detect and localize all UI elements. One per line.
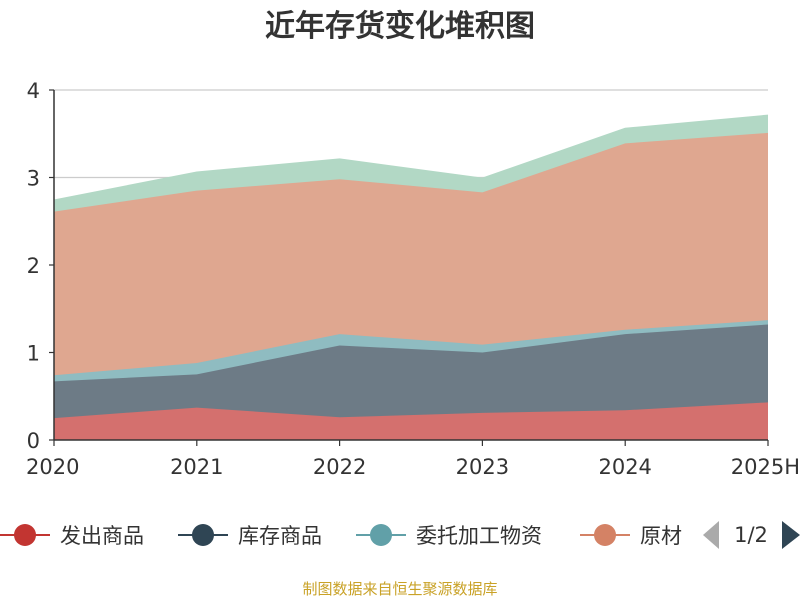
legend-label: 库存商品 (238, 524, 322, 548)
legend-item[interactable]: 委托加工物资 (356, 524, 542, 548)
legend-item[interactable]: 原材 (580, 524, 682, 548)
x-ticks: 2020 2021 2022 2023 2024 2025H (26, 440, 800, 479)
legend-page-indicator: 1/2 (734, 523, 768, 547)
chart-title: 近年存货变化堆积图 (265, 9, 535, 44)
y-tick-label: 3 (27, 167, 40, 191)
x-tick-label: 2025H (731, 455, 800, 479)
y-tick-label: 0 (27, 429, 40, 453)
legend-prev-page-icon[interactable] (703, 521, 719, 549)
legend-label: 委托加工物资 (416, 524, 542, 548)
legend-item[interactable]: 库存商品 (178, 524, 322, 548)
area-series-5-line (53, 114, 769, 201)
legend-marker-icon (370, 524, 392, 546)
legend-label: 原材 (640, 524, 682, 548)
data-source-note: 制图数据来自恒生聚源数据库 (302, 580, 497, 598)
y-tick-label: 4 (27, 79, 40, 103)
area-series-3 (54, 320, 768, 382)
x-tick-label: 2021 (170, 455, 223, 479)
area-series-4 (54, 132, 768, 376)
legend-next-page-icon[interactable] (782, 521, 800, 549)
legend[interactable]: 发出商品 库存商品 委托加工物资 原材 1/2 (0, 521, 800, 549)
x-tick-label: 2023 (456, 455, 509, 479)
legend-marker-icon (192, 524, 214, 546)
area-series-5 (54, 115, 768, 212)
legend-marker-icon (594, 524, 616, 546)
x-tick-label: 2020 (26, 455, 79, 479)
y-tick-label: 1 (27, 342, 40, 366)
legend-marker-icon (14, 524, 36, 546)
y-ticks: 0 1 2 3 4 (27, 79, 54, 453)
legend-item[interactable]: 发出商品 (0, 524, 144, 548)
x-tick-label: 2024 (598, 455, 651, 479)
y-tick-label: 2 (27, 254, 40, 278)
area-series-2 (54, 324, 768, 419)
stacked-areas (53, 114, 769, 440)
area-series-1 (54, 402, 768, 440)
legend-label: 发出商品 (60, 524, 144, 548)
x-tick-label: 2022 (313, 455, 366, 479)
